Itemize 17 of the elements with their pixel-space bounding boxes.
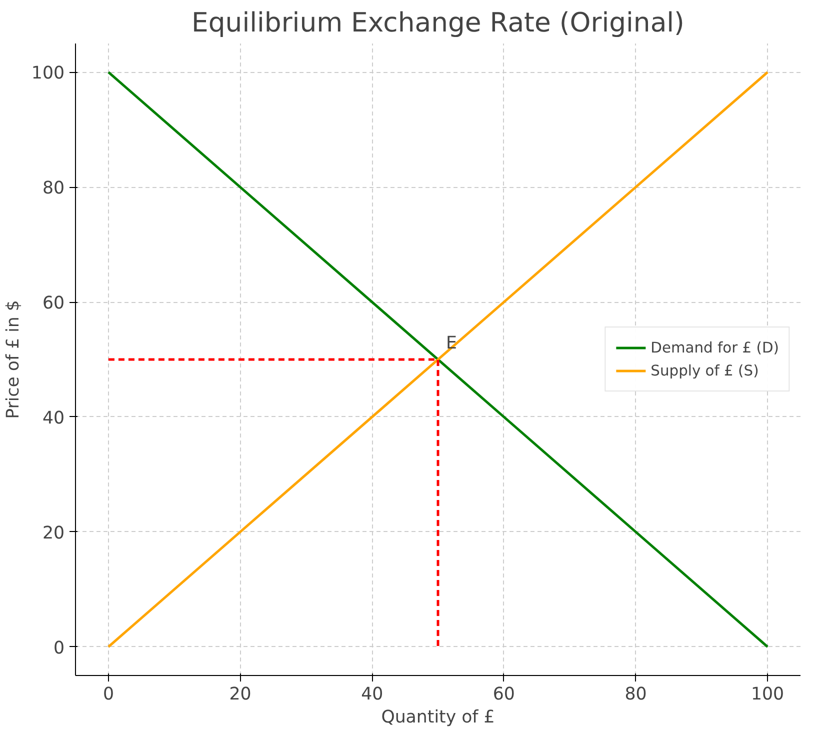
x-tick-label: 20 (229, 684, 252, 704)
chart-title: Equilibrium Exchange Rate (Original) (192, 8, 684, 38)
legend-label: Demand for £ (D) (650, 339, 779, 356)
x-tick-label: 0 (102, 684, 114, 704)
y-tick-label: 20 (42, 523, 65, 544)
y-tick-label: 60 (42, 294, 65, 314)
y-tick-label: 100 (31, 64, 65, 84)
x-tick-label: 100 (751, 684, 784, 704)
legend-label: Supply of £ (S) (650, 362, 759, 379)
x-tick-label: 80 (624, 684, 647, 704)
x-tick-label: 60 (492, 684, 515, 704)
x-tick-label: 40 (361, 684, 384, 704)
y-axis-title: Price of £ in $ (3, 300, 24, 419)
y-tick-label: 0 (53, 638, 65, 658)
y-tick-label: 40 (42, 408, 65, 428)
x-axis-title: Quantity of £ (381, 708, 495, 728)
y-tick-label: 80 (42, 178, 65, 199)
